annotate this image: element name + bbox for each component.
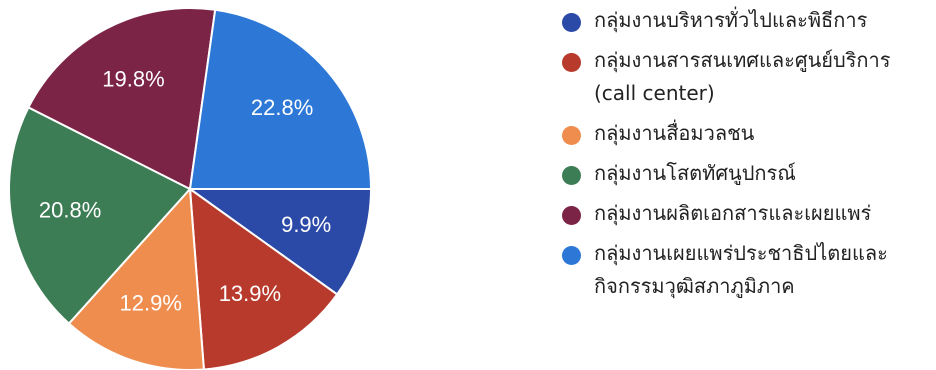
pie-slice-label-1: 9.9% (281, 212, 331, 237)
legend-label-2: กลุ่มงานสารสนเทศและศูนย์บริการ (call cen… (594, 48, 891, 105)
pie-slice-label-6: 22.8% (251, 95, 313, 120)
pie-slice-4 (8, 106, 192, 325)
pie-slice-label-3: 12.9% (120, 290, 182, 315)
legend-item-1: กลุ่มงานบริหารทั่วไปและพิธีการ (562, 4, 932, 37)
pie-slice-label-4: 20.8% (39, 197, 101, 222)
legend-item-3: กลุ่มงานสื่อมวลชน (562, 117, 932, 150)
pie-slice-2 (188, 186, 339, 370)
legend-label-6: กลุ่มงานเผยแพร่ประชาธิปไตยและ กิจกรรมวุฒ… (594, 241, 888, 298)
pie-slice-1 (186, 188, 373, 296)
pie-slice-6 (188, 8, 373, 190)
legend-item-4: กลุ่มงานโสตทัศนูปกรณ์ (562, 157, 932, 190)
pie-slice-label-5: 19.8% (102, 67, 164, 92)
pie-slices (8, 7, 373, 370)
legend-swatch-2 (562, 53, 581, 72)
legend-item-2: กลุ่มงานสารสนเทศและศูนย์บริการ (call cen… (562, 44, 932, 110)
legend-swatch-4 (562, 166, 581, 185)
legend-item-5: กลุ่มงานผลิตเอกสารและเผยแพร่ (562, 197, 932, 230)
legend-swatch-5 (562, 206, 581, 225)
pie-slice-labels: 9.9% 13.9% 12.9% 20.8% 19.8% 22.8% (39, 67, 331, 316)
legend-swatch-6 (562, 246, 581, 265)
chart-legend: กลุ่มงานบริหารทั่วไปและพิธีการกลุ่มงานสา… (562, 4, 932, 310)
legend-swatch-3 (562, 126, 581, 145)
legend-swatch-1 (562, 13, 581, 32)
legend-label-3: กลุ่มงานสื่อมวลชน (594, 121, 755, 145)
legend-label-4: กลุ่มงานโสตทัศนูปกรณ์ (594, 161, 796, 185)
legend-label-5: กลุ่มงานผลิตเอกสารและเผยแพร่ (594, 201, 872, 225)
pie-slice-5 (27, 7, 217, 191)
legend-label-1: กลุ่มงานบริหารทั่วไปและพิธีการ (594, 8, 868, 32)
legend-item-6: กลุ่มงานเผยแพร่ประชาธิปไตยและ กิจกรรมวุฒ… (562, 237, 932, 303)
pie-plot-area: 9.9% 13.9% 12.9% 20.8% 19.8% 22.8% (8, 7, 373, 370)
pie-slice-label-2: 13.9% (219, 281, 281, 306)
